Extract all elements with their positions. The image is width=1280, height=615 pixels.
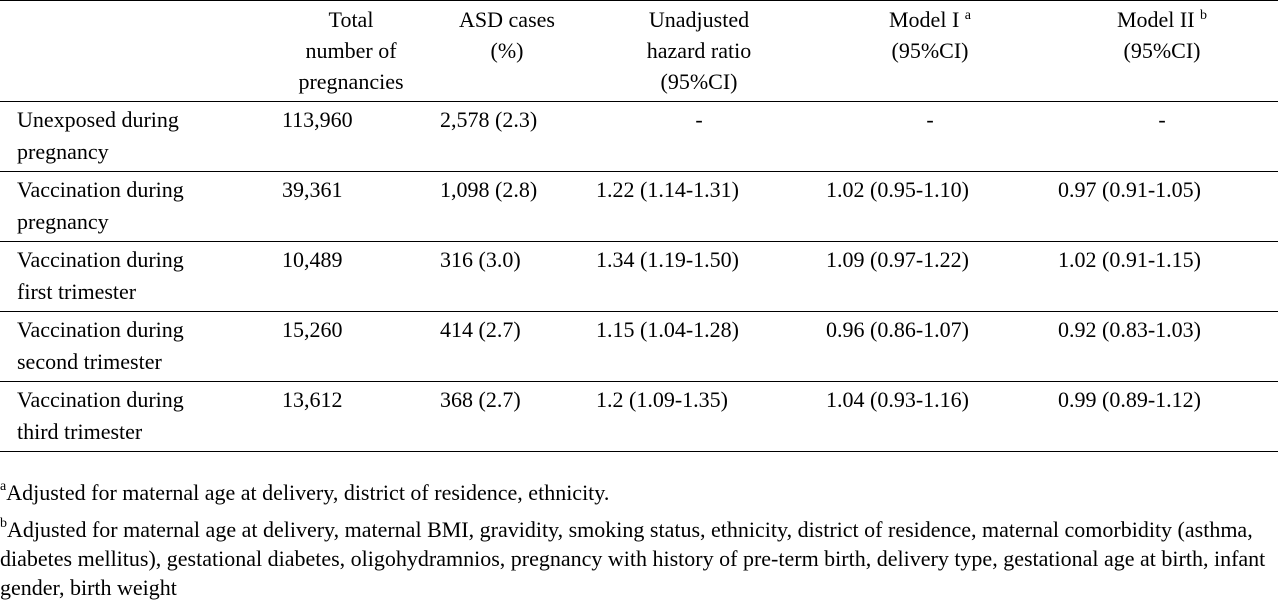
header-model-2: Model II b (95%CI): [1046, 1, 1278, 102]
row-label: Vaccination during third trimester: [17, 387, 184, 444]
header-model-1: Model I a (95%CI): [814, 1, 1046, 102]
cell-total: 10,489: [282, 247, 343, 272]
cell-model1: 1.04 (0.93-1.16): [826, 387, 969, 412]
cell-model2: 1.02 (0.91-1.15): [1058, 247, 1201, 272]
table-row: Unexposed during pregnancy 113,960 2,578…: [0, 102, 1278, 172]
row-label: Vaccination during first trimester: [17, 247, 184, 304]
header-model-1-label: Model I: [889, 7, 960, 32]
cell-unadjusted: 1.34 (1.19-1.50): [596, 247, 739, 272]
footnotes: aAdjusted for maternal age at delivery, …: [0, 478, 1276, 602]
cell-total: 113,960: [282, 107, 353, 132]
cell-model2: -: [1158, 107, 1166, 132]
cell-unadjusted: 1.22 (1.14-1.31): [596, 177, 739, 202]
header-model-2-label: Model II: [1116, 7, 1195, 32]
header-model-2-ci: (95%CI): [1123, 38, 1201, 63]
table-row: Vaccination during second trimester 15,2…: [0, 312, 1278, 382]
hazard-ratio-table: Total number of pregnancies ASD cases (%…: [0, 0, 1278, 452]
cell-model1: -: [926, 107, 934, 132]
cell-total: 39,361: [282, 177, 343, 202]
header-asd-cases: ASD cases (%): [459, 7, 555, 63]
header-row-label: [0, 1, 272, 102]
cell-asd: 368 (2.7): [440, 387, 521, 412]
footnote-b: bAdjusted for maternal age at delivery, …: [0, 515, 1276, 602]
table-row: Vaccination during third trimester 13,61…: [0, 382, 1278, 452]
footnote-a-text: Adjusted for maternal age at delivery, d…: [6, 480, 610, 505]
results-table-container: Total number of pregnancies ASD cases (%…: [0, 0, 1278, 452]
table-header-row: Total number of pregnancies ASD cases (%…: [0, 0, 1278, 102]
cell-total: 13,612: [282, 387, 343, 412]
cell-unadjusted: 1.15 (1.04-1.28): [596, 317, 739, 342]
header-unadjusted-hr: Unadjusted hazard ratio (95%CI): [646, 7, 752, 94]
cell-model1: 1.02 (0.95-1.10): [826, 177, 969, 202]
row-label: Vaccination during second trimester: [17, 317, 184, 374]
footnote-b-mark: b: [0, 516, 7, 531]
cell-model2: 0.92 (0.83-1.03): [1058, 317, 1201, 342]
cell-asd: 2,578 (2.3): [440, 107, 538, 132]
table-row: Vaccination during first trimester 10,48…: [0, 242, 1278, 312]
footnote-a: aAdjusted for maternal age at delivery, …: [0, 478, 1276, 507]
cell-asd: 316 (3.0): [440, 247, 521, 272]
header-total-pregnancies: Total number of pregnancies: [298, 7, 404, 94]
cell-model1: 1.09 (0.97-1.22): [826, 247, 969, 272]
cell-unadjusted: 1.2 (1.09-1.35): [596, 387, 728, 412]
header-model-1-sup: a: [964, 8, 971, 23]
footnote-a-mark: a: [0, 479, 7, 494]
table-row: Vaccination during pregnancy 39,361 1,09…: [0, 172, 1278, 242]
row-label: Vaccination during pregnancy: [17, 177, 184, 234]
footnote-b-text: Adjusted for maternal age at delivery, m…: [0, 517, 1266, 600]
row-label: Unexposed during pregnancy: [17, 107, 179, 164]
cell-asd: 414 (2.7): [440, 317, 521, 342]
cell-unadjusted: -: [695, 107, 703, 132]
cell-model2: 0.97 (0.91-1.05): [1058, 177, 1201, 202]
cell-model2: 0.99 (0.89-1.12): [1058, 387, 1201, 412]
cell-model1: 0.96 (0.86-1.07): [826, 317, 969, 342]
cell-total: 15,260: [282, 317, 343, 342]
header-model-2-sup: b: [1200, 8, 1208, 23]
cell-asd: 1,098 (2.8): [440, 177, 538, 202]
header-model-1-ci: (95%CI): [891, 38, 969, 63]
